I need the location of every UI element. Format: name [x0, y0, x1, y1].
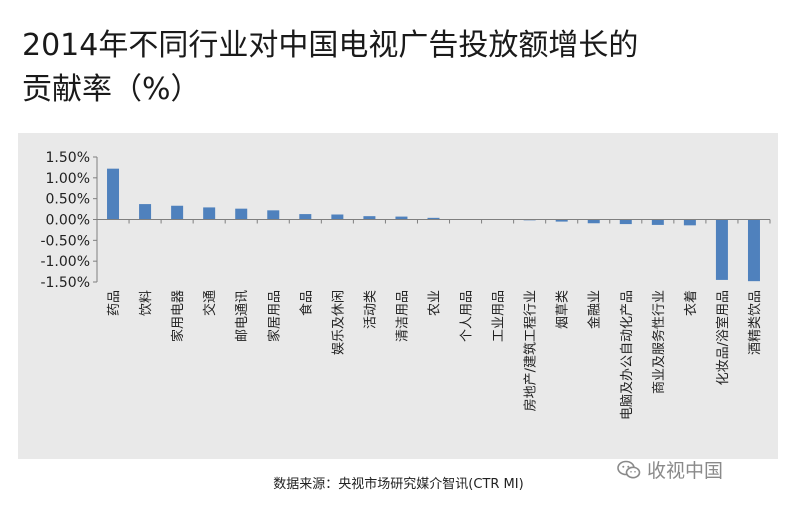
x-category-label: 工业用品: [492, 290, 507, 342]
bar: [203, 207, 216, 220]
bar: [299, 214, 312, 220]
chart-title: 2014年不同行业对中国电视广告投放额增长的 贡献率（%）: [22, 24, 722, 112]
bar: [619, 219, 632, 225]
y-tick-label: -0.50%: [40, 233, 90, 249]
x-category-label: 活动类: [363, 290, 378, 329]
chart-title-line1: 2014年不同行业对中国电视广告投放额增长的: [22, 28, 639, 63]
x-category-label: 农业: [428, 290, 443, 316]
x-category-label: 电脑及办公自动化产品: [620, 290, 635, 420]
x-category-label: 酒精类饮品: [748, 290, 763, 355]
data-source-note: 数据来源：央视市场研究媒介智讯(CTR MI): [273, 477, 524, 492]
bar: [107, 168, 120, 220]
x-category-label: 化妆品/浴室用品: [715, 290, 731, 385]
chart-panel: 1.50% 1.00% 0.50% 0.00% -0.50% -1.00% -1.50% 药品…: [18, 133, 778, 459]
watermark: 收视中国: [617, 456, 723, 483]
x-category-label: 药品: [107, 290, 122, 316]
y-tick-label: 0.00%: [46, 213, 90, 229]
x-category-label: 食品: [298, 290, 314, 316]
bar: [555, 219, 568, 222]
x-category-label: 金融业: [587, 290, 603, 329]
bar: [427, 217, 440, 220]
chart-title-line2: 贡献率（%）: [22, 72, 201, 107]
y-tick-label: -1.50%: [40, 275, 90, 291]
bar: [715, 219, 728, 280]
y-tick-label: 1.50%: [46, 150, 90, 166]
x-category-label: 娱乐及休闲: [331, 290, 346, 355]
bar: [363, 216, 376, 220]
bar: [683, 219, 696, 226]
x-category-label: 房地产/建筑工程行业: [523, 290, 539, 411]
x-category-label: 清洁用品: [395, 290, 410, 342]
bar-chart: 1.50% 1.00% 0.50% 0.00% -0.50% -1.00% -1.50% 药品…: [40, 150, 771, 420]
x-category-label: 烟草类: [556, 290, 571, 329]
x-category-label: 家用电器: [170, 290, 186, 342]
x-category-label: 饮料: [139, 290, 154, 316]
x-category-label: 衣着: [683, 290, 699, 316]
watermark-text: 收视中国: [647, 460, 724, 482]
y-tick-label: -1.00%: [40, 254, 90, 270]
bar: [395, 216, 408, 220]
bar: [267, 210, 280, 220]
x-category-label: 交通: [202, 290, 218, 316]
bar: [331, 214, 344, 220]
wechat-icon: [617, 460, 641, 478]
bar: [587, 219, 600, 224]
bar: [235, 208, 248, 220]
x-category-label: 商业及服务性行业: [651, 290, 667, 394]
x-category-label: 家居用品: [266, 290, 282, 342]
bar: [651, 219, 664, 225]
y-tick-label: 1.00%: [46, 171, 90, 187]
y-tick-label: 0.50%: [46, 192, 90, 208]
x-category-label: 个人用品: [460, 290, 475, 342]
bar: [171, 205, 184, 220]
bar: [747, 219, 760, 282]
x-category-label: 邮电通讯: [235, 290, 250, 342]
bar: [139, 204, 152, 220]
